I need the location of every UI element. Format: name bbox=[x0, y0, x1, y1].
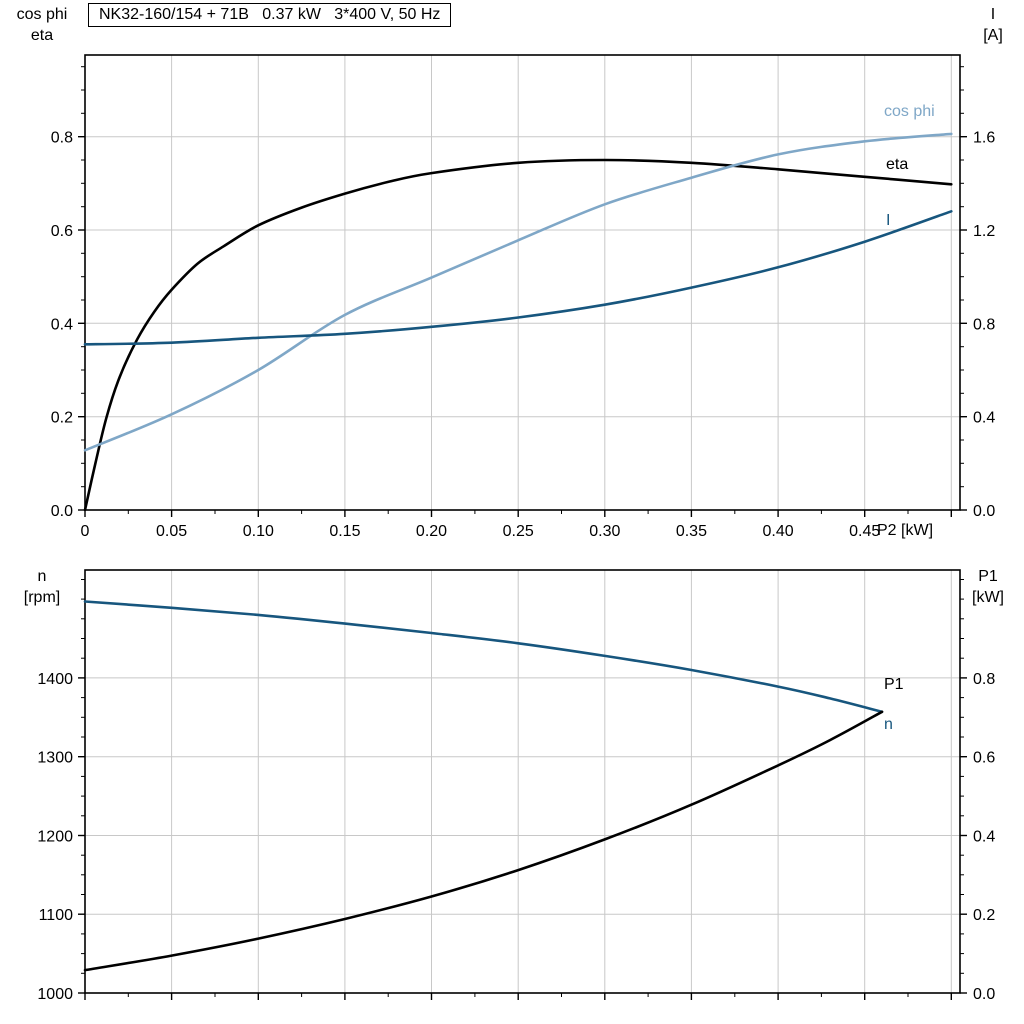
left-tick-label: 1000 bbox=[37, 986, 73, 1003]
x-tick-label: 0.05 bbox=[156, 523, 187, 540]
bottom-left-axis-title-line2: [rpm] bbox=[23, 589, 61, 606]
right-tick-label: 0.0 bbox=[973, 503, 995, 520]
x-tick-label: 0.35 bbox=[676, 523, 707, 540]
curve-current bbox=[83, 210, 953, 346]
curve-cos-phi bbox=[83, 132, 953, 452]
right-tick-label: 0.8 bbox=[973, 671, 995, 688]
top-right-axis-title: I [A] bbox=[962, 4, 1024, 46]
plot-frame bbox=[84, 569, 961, 994]
p1-curve-label: P1 bbox=[884, 676, 904, 693]
cos-phi-curve-label: cos phi bbox=[884, 103, 935, 120]
x-tick-label: 0.15 bbox=[329, 523, 360, 540]
eta-curve-label: eta bbox=[886, 156, 909, 173]
right-tick-label: 0.2 bbox=[973, 907, 995, 924]
curve-p1 bbox=[83, 710, 884, 972]
right-tick-label: 0.0 bbox=[973, 986, 995, 1003]
x-tick-label: 0.40 bbox=[763, 523, 794, 540]
x-axis-title: P2 [kW] bbox=[877, 522, 934, 539]
bottom-left-axis-title-line1: n bbox=[37, 568, 47, 585]
x-tick-label: 0.20 bbox=[416, 523, 447, 540]
x-tick-label: 0 bbox=[81, 523, 90, 540]
right-tick-label: 1.2 bbox=[973, 223, 995, 240]
top-left-axis-title-line2: eta bbox=[30, 27, 54, 44]
right-tick-label: 0.4 bbox=[973, 410, 995, 427]
x-tick-label: 0.45 bbox=[849, 523, 880, 540]
curve-speed bbox=[83, 600, 884, 714]
left-tick-label: 1200 bbox=[37, 829, 73, 846]
bottom-left-axis-title: n [rpm] bbox=[0, 566, 84, 608]
left-tick-label: 0.2 bbox=[51, 410, 73, 427]
right-tick-label: 0.4 bbox=[973, 829, 995, 846]
left-tick-label: 1100 bbox=[39, 907, 74, 924]
right-tick-label: 0.6 bbox=[973, 750, 995, 767]
bottom-right-axis-title: P1 [kW] bbox=[952, 566, 1024, 608]
chart-title-box: NK32-160/154 + 71B 0.37 kW 3*400 V, 50 H… bbox=[88, 3, 452, 27]
x-tick-label: 0.30 bbox=[589, 523, 620, 540]
right-tick-label: 1.6 bbox=[973, 130, 995, 147]
n-curve-label: n bbox=[884, 716, 893, 733]
top-right-axis-title-line1: I bbox=[990, 6, 996, 23]
bottom-right-axis-title-line1: P1 bbox=[978, 568, 998, 585]
x-tick-label: 0.10 bbox=[243, 523, 274, 540]
left-tick-label: 0.8 bbox=[51, 130, 73, 147]
plot-frame bbox=[84, 54, 961, 511]
left-tick-label: 0.0 bbox=[51, 503, 73, 520]
curve-eta bbox=[83, 158, 953, 512]
left-tick-label: 1300 bbox=[37, 750, 73, 767]
top-right-axis-title-line2: [A] bbox=[983, 27, 1003, 44]
top-left-axis-title-line1: cos phi bbox=[16, 6, 68, 23]
top-left-axis-title: cos phi eta bbox=[0, 4, 84, 46]
left-tick-label: 0.6 bbox=[51, 223, 73, 240]
bottom-right-axis-title-line2: [kW] bbox=[972, 589, 1004, 606]
x-tick-label: 0.25 bbox=[503, 523, 534, 540]
right-tick-label: 0.8 bbox=[973, 316, 995, 333]
current-curve-label: I bbox=[886, 212, 891, 229]
left-tick-label: 0.4 bbox=[51, 316, 73, 333]
left-tick-label: 1400 bbox=[37, 671, 73, 688]
